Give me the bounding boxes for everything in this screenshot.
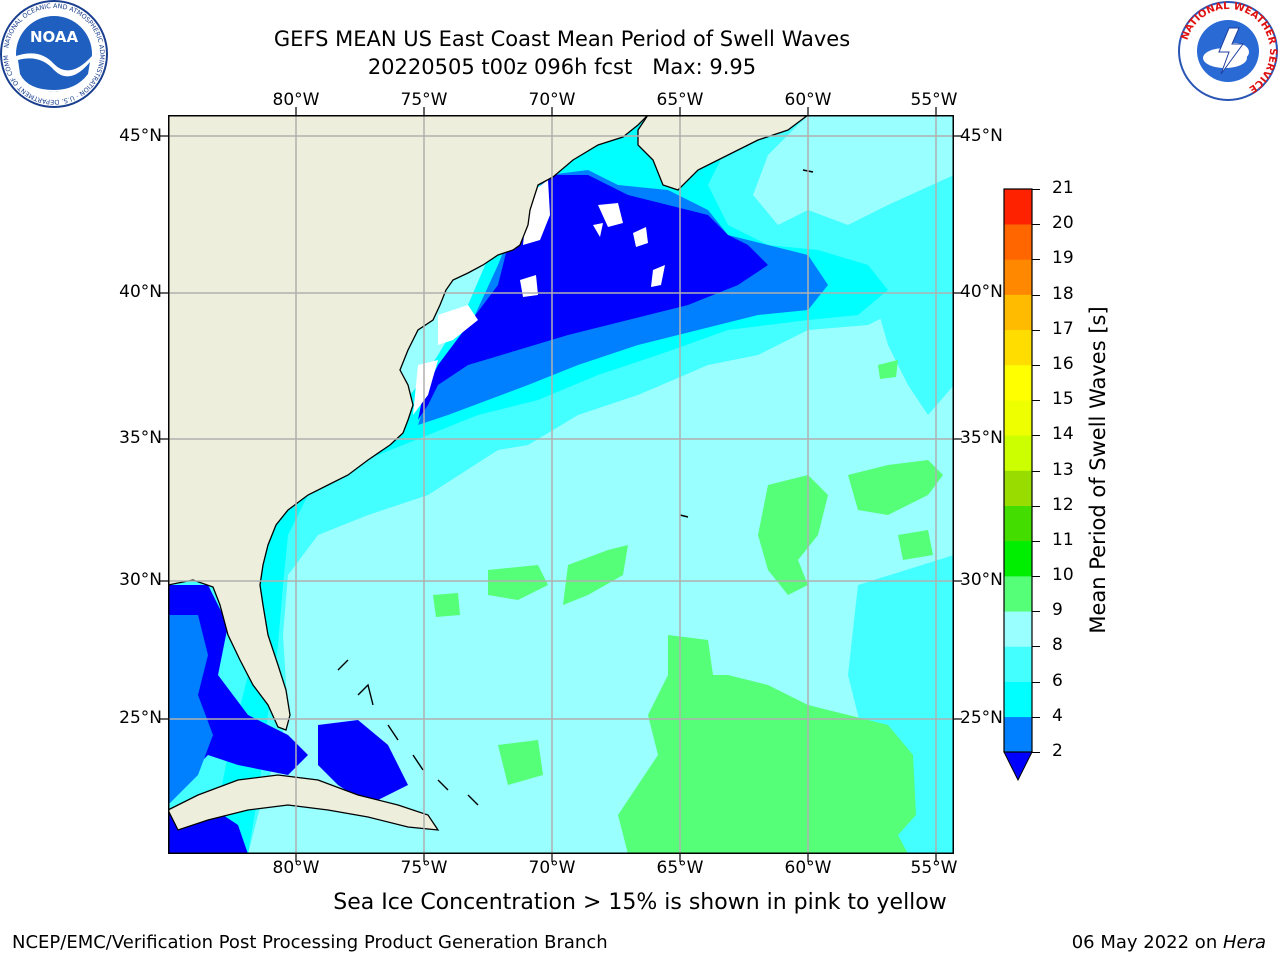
map-ticks	[160, 107, 962, 862]
colorbar-tick-label: 12	[1052, 495, 1074, 515]
colorbar-segment	[1004, 471, 1032, 506]
lat-label-left-35n: 35°N	[100, 428, 162, 448]
lat-label-right-45n: 45°N	[960, 126, 1030, 146]
colorbar-tick-mark	[1032, 295, 1040, 296]
colorbar-tick-mark	[1032, 646, 1040, 647]
colorbar-tick-label: 4	[1052, 706, 1063, 726]
colorbar-tick-mark	[1032, 259, 1040, 260]
colorbar-segment	[1004, 682, 1032, 717]
lon-label-top-55w: 55°W	[894, 90, 974, 110]
colorbar-tick-label: 18	[1052, 284, 1074, 304]
colorbar-tick-mark	[1032, 717, 1040, 718]
colorbar-tick-mark	[1032, 682, 1040, 683]
colorbar-tick-label: 2	[1052, 741, 1063, 761]
colorbar-tick-label: 20	[1052, 213, 1074, 233]
colorbar-tick-label: 15	[1052, 389, 1074, 409]
colorbar-tick-mark	[1032, 224, 1040, 225]
lat-label-left-45n: 45°N	[100, 126, 162, 146]
lon-label-bottom-65w: 65°W	[640, 858, 720, 878]
colorbar-segment	[1004, 330, 1032, 365]
colorbar-tick-mark	[1032, 330, 1040, 331]
colorbar-tick-mark	[1032, 435, 1040, 436]
map-subtitle: 20220505 t00z 096h fcst Max: 9.95	[0, 55, 1124, 79]
lon-label-top-80w: 80°W	[256, 90, 336, 110]
colorbar-segment	[1004, 365, 1032, 400]
colorbar-tick-label: 13	[1052, 460, 1074, 480]
colorbar-label: Mean Period of Swell Waves [s]	[1086, 306, 1110, 633]
lon-label-bottom-80w: 80°W	[256, 858, 336, 878]
map-title: GEFS MEAN US East Coast Mean Period of S…	[0, 27, 1124, 51]
lon-label-top-75w: 75°W	[384, 90, 464, 110]
noaa-logo: NATIONAL OCEANIC AND ATMOSPHERIC ADMINIS…	[0, 0, 108, 108]
colorbar-segment	[1004, 224, 1032, 259]
colorbar-segment	[1004, 611, 1032, 646]
colorbar-tick-mark	[1032, 471, 1040, 472]
colorbar-segment	[1004, 259, 1032, 294]
colorbar-under-triangle	[1004, 752, 1032, 780]
colorbar-tick-label: 6	[1052, 671, 1063, 691]
lon-label-bottom-75w: 75°W	[384, 858, 464, 878]
colorbar-tick-label: 14	[1052, 424, 1074, 444]
colorbar-segment	[1004, 189, 1032, 224]
colorbar-segment	[1004, 541, 1032, 576]
colorbar	[1000, 185, 1046, 785]
colorbar-tick-label: 21	[1052, 178, 1074, 198]
colorbar-segment	[1004, 506, 1032, 541]
lat-label-left-25n: 25°N	[100, 708, 162, 728]
footer-date: 06 May 2022 on Hera	[1072, 932, 1266, 953]
footer-date-text: 06 May 2022 on	[1072, 932, 1223, 953]
colorbar-segment	[1004, 435, 1032, 470]
lon-label-bottom-70w: 70°W	[512, 858, 592, 878]
colorbar-tick-label: 16	[1052, 354, 1074, 374]
colorbar-tick-mark	[1032, 752, 1040, 753]
colorbar-tick-mark	[1032, 400, 1040, 401]
lat-label-left-30n: 30°N	[100, 570, 162, 590]
colorbar-tick-label: 17	[1052, 319, 1074, 339]
colorbar-tick-mark	[1032, 189, 1040, 190]
lon-label-top-60w: 60°W	[768, 90, 848, 110]
lon-label-bottom-60w: 60°W	[768, 858, 848, 878]
footer-machine: Hera	[1223, 932, 1266, 953]
lon-label-top-70w: 70°W	[512, 90, 592, 110]
sea-ice-note: Sea Ice Concentration > 15% is shown in …	[0, 890, 1280, 915]
colorbar-tick-label: 19	[1052, 248, 1074, 268]
colorbar-tick-mark	[1032, 576, 1040, 577]
colorbar-tick-mark	[1032, 611, 1040, 612]
colorbar-segment	[1004, 576, 1032, 611]
colorbar-tick-label: 11	[1052, 530, 1074, 550]
noaa-logo-text: NOAA	[30, 28, 79, 46]
colorbar-segment	[1004, 295, 1032, 330]
colorbar-tick-mark	[1032, 506, 1040, 507]
colorbar-tick-label: 8	[1052, 635, 1063, 655]
lon-label-top-65w: 65°W	[640, 90, 720, 110]
colorbar-tick-label: 10	[1052, 565, 1074, 585]
footer-branch: NCEP/EMC/Verification Post Processing Pr…	[12, 932, 608, 953]
nws-logo: NATIONAL WEATHER SERVICE	[1177, 0, 1279, 102]
colorbar-segments	[1004, 189, 1032, 752]
colorbar-tick-mark	[1032, 365, 1040, 366]
lon-label-bottom-55w: 55°W	[894, 858, 974, 878]
colorbar-segment	[1004, 717, 1032, 752]
colorbar-tick-label: 9	[1052, 600, 1063, 620]
colorbar-segment	[1004, 646, 1032, 681]
colorbar-tick-mark	[1032, 541, 1040, 542]
lat-label-left-40n: 40°N	[100, 282, 162, 302]
colorbar-segment	[1004, 400, 1032, 435]
